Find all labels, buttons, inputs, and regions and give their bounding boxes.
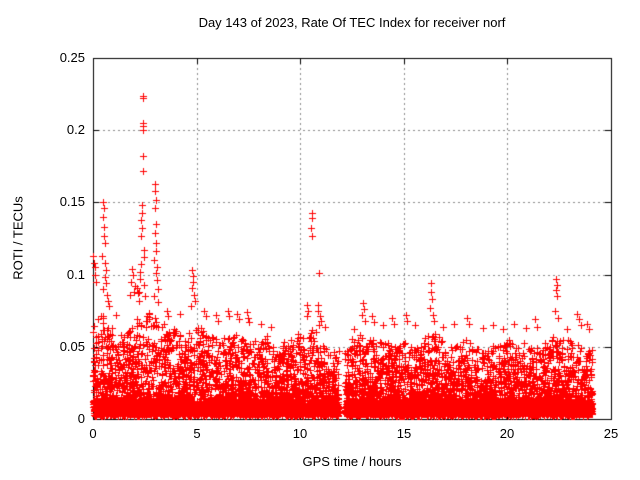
y-tick-label: 0.1: [66, 267, 85, 282]
y-tick-label: 0.15: [59, 194, 85, 209]
chart-title: Day 143 of 2023, Rate Of TEC Index for r…: [198, 15, 506, 30]
x-tick-label: 0: [89, 426, 97, 441]
y-tick-label: 0: [77, 411, 85, 426]
x-tick-label: 5: [193, 426, 201, 441]
x-tick-label: 10: [292, 426, 308, 441]
y-tick-label: 0.05: [59, 339, 85, 354]
x-axis-label: GPS time / hours: [302, 454, 402, 469]
x-tick-label: 20: [499, 426, 515, 441]
y-tick-label: 0.25: [59, 50, 85, 65]
x-tick-label: 15: [396, 426, 412, 441]
y-tick-label: 0.2: [66, 122, 85, 137]
x-tick-label: 25: [603, 426, 619, 441]
